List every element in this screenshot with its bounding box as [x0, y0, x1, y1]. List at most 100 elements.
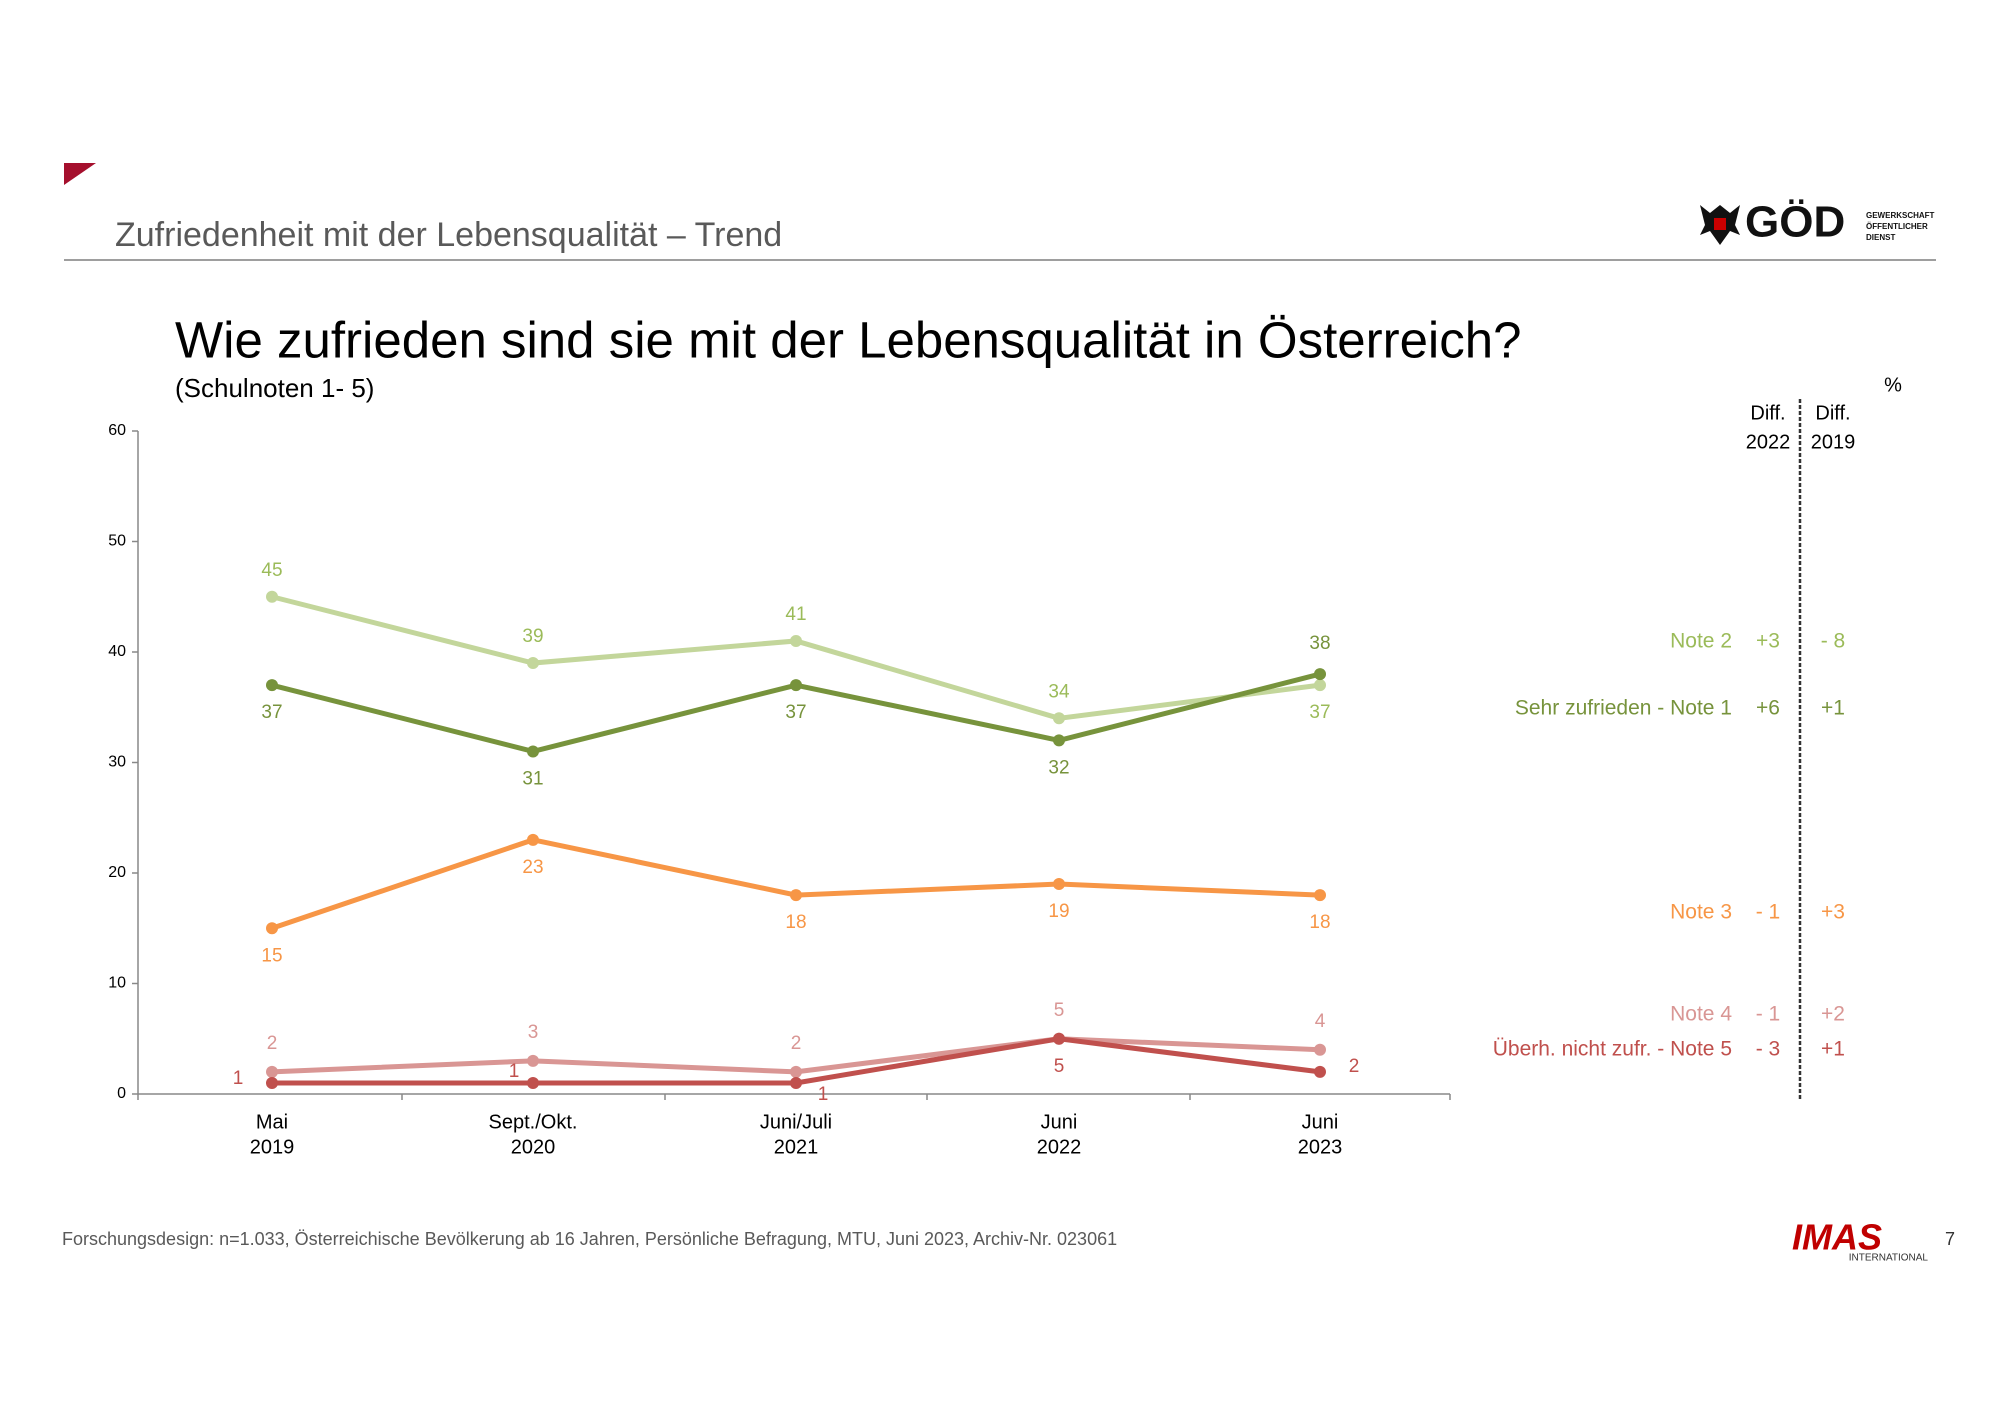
god-logo: GÖD GEWERKSCHAFT ÖFFENTLICHER DIENST: [1700, 198, 1935, 247]
diff-header: Diff.: [1815, 402, 1850, 424]
diff-value: +1: [1821, 697, 1845, 720]
data-label: 15: [261, 945, 282, 966]
data-label: 18: [785, 912, 806, 933]
diff-value: - 8: [1821, 630, 1846, 653]
data-label: 37: [1309, 702, 1330, 723]
header-title: Zufriedenheit mit der Lebensqualität – T…: [115, 216, 782, 254]
data-point: [790, 679, 802, 692]
data-point: [266, 590, 278, 603]
data-point: [1314, 889, 1326, 902]
data-label: 2: [267, 1033, 278, 1054]
y-tick-label: 10: [108, 975, 126, 992]
unit-label: %: [1884, 374, 1902, 396]
diff-value: - 3: [1756, 1038, 1781, 1061]
page-number: 7: [1945, 1229, 1955, 1249]
legend-label: Note 3: [1670, 901, 1732, 924]
logo-line: GEWERKSCHAFT: [1866, 211, 1935, 220]
data-label: 18: [1309, 912, 1330, 933]
data-point: [790, 1065, 802, 1078]
data-point: [790, 634, 802, 647]
logo-line: DIENST: [1866, 233, 1895, 242]
data-point: [1314, 1043, 1326, 1056]
data-label: 2: [791, 1033, 802, 1054]
y-tick-label: 0: [117, 1085, 126, 1102]
imas-logo: IMAS INTERNATIONAL: [1792, 1217, 1928, 1264]
diff-header: 2022: [1746, 431, 1791, 453]
legend-label: Note 4: [1670, 1003, 1732, 1026]
data-point: [1314, 668, 1326, 681]
logo-sub: INTERNATIONAL: [1849, 1253, 1929, 1264]
data-label: 39: [522, 626, 543, 647]
diff-value: - 1: [1756, 1003, 1781, 1026]
data-point: [527, 745, 539, 758]
data-label: 31: [522, 768, 543, 789]
y-tick-label: 60: [108, 422, 126, 439]
data-point: [527, 833, 539, 846]
data-point: [527, 657, 539, 670]
chart-subtitle: (Schulnoten 1- 5): [175, 373, 374, 403]
data-label: 32: [1048, 757, 1069, 778]
data-point: [527, 1054, 539, 1067]
data-label: 1: [509, 1061, 520, 1082]
logo-text: IMAS: [1792, 1217, 1882, 1258]
data-point: [790, 889, 802, 902]
plot: 0 10 20 30 40 50 60 Mai 2019 Sept./Okt. 2020 Juni/J…: [108, 422, 1845, 1158]
chart-title: Wie zufrieden sind sie mit der Lebensqua…: [175, 311, 1522, 368]
y-tick-label: 50: [108, 533, 126, 550]
x-tick-label: Sept./Okt.: [489, 1111, 578, 1133]
logo-text: GÖD: [1745, 198, 1845, 247]
diff-value: +1: [1821, 1038, 1845, 1061]
diff-value: +3: [1756, 630, 1780, 653]
x-tick-label: Juni: [1302, 1111, 1339, 1133]
data-label: 2: [1349, 1056, 1360, 1077]
x-tick-label: 2022: [1037, 1136, 1082, 1158]
x-tick-label: Mai: [256, 1111, 288, 1133]
data-label: 19: [1048, 901, 1069, 922]
y-tick-label: 20: [108, 864, 126, 881]
x-tick-label: Juni/Juli: [760, 1111, 832, 1133]
x-tick-label: 2019: [250, 1136, 295, 1158]
data-point: [1314, 1065, 1326, 1078]
data-label: 38: [1309, 633, 1330, 654]
data-point: [266, 1065, 278, 1078]
corner-mark: [64, 163, 96, 185]
diff-value: +3: [1821, 901, 1845, 924]
data-label: 5: [1054, 1056, 1065, 1077]
x-tick-label: Juni: [1041, 1111, 1078, 1133]
data-point: [1314, 679, 1326, 692]
x-tick-label: 2023: [1298, 1136, 1343, 1158]
data-label: 41: [785, 604, 806, 625]
y-tick-label: 30: [108, 754, 126, 771]
diff-header: 2019: [1811, 431, 1856, 453]
diff-value: +2: [1821, 1003, 1845, 1026]
x-tick-label: 2020: [511, 1136, 556, 1158]
footer-note: Forschungsdesign: n=1.033, Österreichisc…: [62, 1229, 1117, 1249]
diff-value: +6: [1756, 697, 1780, 720]
data-point: [1053, 712, 1065, 725]
data-point: [1053, 878, 1065, 891]
data-label: 37: [261, 702, 282, 723]
data-point: [266, 679, 278, 692]
diff-header: Diff.: [1750, 402, 1785, 424]
data-label: 45: [261, 560, 282, 581]
data-point: [527, 1076, 539, 1089]
data-label: 1: [233, 1068, 244, 1089]
data-label: 3: [528, 1022, 539, 1043]
data-point: [1053, 1032, 1065, 1045]
data-point: [266, 1076, 278, 1089]
data-label: 1: [818, 1084, 829, 1105]
y-tick-label: 40: [108, 643, 126, 660]
data-label: 5: [1054, 1000, 1065, 1021]
legend-label: Überh. nicht zufr. - Note 5: [1493, 1038, 1732, 1061]
data-label: 4: [1315, 1011, 1326, 1032]
shield-icon: [1714, 218, 1726, 230]
data-label: 34: [1048, 681, 1070, 702]
legend-label: Note 2: [1670, 630, 1732, 653]
diff-value: - 1: [1756, 901, 1781, 924]
data-point: [790, 1076, 802, 1089]
legend-label: Sehr zufrieden - Note 1: [1515, 697, 1732, 720]
logo-line: ÖFFENTLICHER: [1866, 222, 1928, 231]
x-tick-label: 2021: [774, 1136, 819, 1158]
data-point: [1053, 734, 1065, 747]
